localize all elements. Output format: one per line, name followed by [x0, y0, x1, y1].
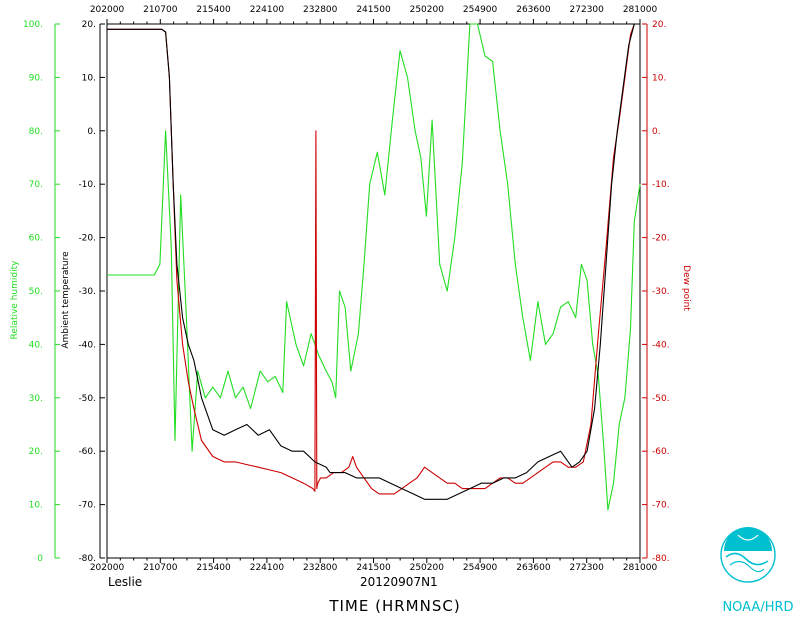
temperature-tick-label: -80. [78, 554, 96, 564]
humidity-tick-label: 10. [29, 501, 43, 511]
x-tick-label-top: 215400 [196, 5, 231, 15]
temperature-tick-label: -70. [78, 501, 96, 511]
dewpoint-series-line [107, 23, 640, 495]
x-axis-title: TIME (HRMNSC) [328, 597, 460, 615]
dewpoint-tick-label: -30. [652, 287, 670, 297]
x-tick-label-top: 241500 [356, 5, 391, 15]
temperature-tick-label: 10. [82, 73, 96, 83]
temperature-tick-label: -50. [78, 394, 96, 404]
series-lines [107, 23, 641, 511]
x-tick-label-top: 224100 [250, 5, 285, 15]
tick-labels: 202000 202000 210700 210700 215400 215400 2241… [23, 5, 670, 573]
temperature-tick-label: -10. [78, 180, 96, 190]
dewpoint-tick-label: -40. [652, 340, 670, 350]
humidity-tick-label: 40. [29, 340, 43, 350]
x-tick-label-bottom: 272300 [570, 563, 605, 573]
humidity-series-line [107, 23, 641, 511]
x-tick-label-bottom: 215400 [196, 563, 231, 573]
humidity-tick-label: 80. [29, 127, 43, 137]
x-tick-label-bottom: 254900 [463, 563, 498, 573]
x-tick-label-bottom: 232800 [303, 563, 338, 573]
dewpoint-tick-label: 0. [652, 127, 661, 137]
x-tick-label-bottom: 263600 [516, 563, 551, 573]
temperature-series-line [107, 23, 640, 500]
y-axis-title-humidity: Relative humidity [10, 260, 20, 340]
humidity-tick-label: 100. [23, 20, 43, 30]
y-axis-title-dewpoint: Dew point [681, 265, 691, 311]
temperature-tick-label: -30. [78, 287, 96, 297]
x-tick-label-top: 210700 [143, 5, 178, 15]
chart-frame [54, 23, 648, 559]
dewpoint-tick-label: -10. [652, 180, 670, 190]
dewpoint-tick-label: 10. [652, 73, 666, 83]
temperature-tick-label: 0. [87, 127, 96, 137]
dewpoint-tick-label: -70. [652, 501, 670, 511]
temperature-tick-label: -60. [78, 447, 96, 457]
humidity-tick-label: 90. [29, 73, 43, 83]
storm-name: Leslie [108, 575, 142, 589]
flight-id: 20120907N1 [360, 575, 438, 589]
dewpoint-tick-label: -50. [652, 394, 670, 404]
humidity-tick-label: 20. [29, 447, 43, 457]
x-tick-label-top: 263600 [516, 5, 551, 15]
x-tick-label-bottom: 241500 [356, 563, 391, 573]
x-tick-label-bottom: 224100 [250, 563, 285, 573]
humidity-tick-label: 60. [29, 234, 43, 244]
x-tick-label-bottom: 210700 [143, 563, 178, 573]
x-tick-label-top: 281000 [623, 5, 658, 15]
temperature-tick-label: -20. [78, 234, 96, 244]
x-tick-label-bottom: 202000 [90, 563, 125, 573]
dewpoint-tick-label: 20. [652, 20, 666, 30]
y-axis-title-temperature: Ambient temperature [61, 251, 71, 349]
x-tick-label-top: 254900 [463, 5, 498, 15]
temperature-tick-label: -40. [78, 340, 96, 350]
x-tick-label-top: 232800 [303, 5, 338, 15]
dewpoint-tick-label: -60. [652, 447, 670, 457]
dewpoint-tick-label: -80. [652, 554, 670, 564]
dewpoint-tick-label: -20. [652, 234, 670, 244]
x-tick-label-top: 250200 [410, 5, 445, 15]
x-tick-label-bottom: 281000 [623, 563, 658, 573]
humidity-tick-label: 50. [29, 287, 43, 297]
tick-marks [55, 19, 647, 563]
noaa-logo-icon [720, 527, 776, 583]
humidity-tick-label: 0 [37, 554, 43, 564]
x-tick-label-bottom: 250200 [410, 563, 445, 573]
credit-label: NOAA/HRD [722, 600, 793, 615]
temperature-tick-label: 20. [82, 20, 96, 30]
humidity-tick-label: 30. [29, 394, 43, 404]
x-tick-label-top: 202000 [90, 5, 125, 15]
humidity-tick-label: 70. [29, 180, 43, 190]
x-tick-label-top: 272300 [570, 5, 605, 15]
